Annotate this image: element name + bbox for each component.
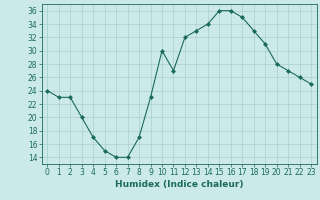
X-axis label: Humidex (Indice chaleur): Humidex (Indice chaleur) — [115, 180, 244, 189]
